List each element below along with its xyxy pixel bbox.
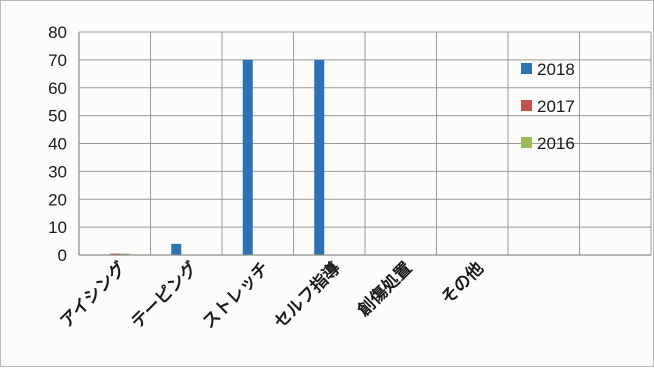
legend-swatch-2016 — [521, 137, 532, 148]
grid-lines — [79, 31, 652, 255]
bar-2017-0 — [109, 253, 120, 255]
x-category-label: テーピング — [127, 258, 202, 333]
axes — [78, 32, 651, 256]
bar-2018-3 — [314, 59, 325, 255]
legend-label-2016: 2016 — [537, 134, 575, 153]
x-category-label: その他 — [437, 258, 488, 309]
legend: 2018 2017 2016 — [521, 60, 575, 153]
y-tick-label: 40 — [48, 135, 67, 154]
y-tick-label: 20 — [48, 190, 67, 209]
legend-swatch-2017 — [521, 100, 532, 111]
y-tick-label: 30 — [48, 162, 67, 181]
x-category-label: セルフ指導 — [270, 258, 345, 333]
y-tick-label: 70 — [48, 51, 67, 70]
y-tick-label: 10 — [48, 218, 67, 237]
y-tick-label: 60 — [48, 79, 67, 98]
y-tick-label: 50 — [48, 107, 67, 126]
bar-2018-1 — [171, 243, 182, 255]
bars — [109, 59, 325, 255]
y-tick-label: 80 — [48, 23, 67, 42]
y-tick-label: 0 — [58, 246, 67, 265]
legend-label-2017: 2017 — [537, 97, 575, 116]
x-category-label: アイシング — [56, 258, 130, 332]
x-category-label: ストレッチ — [199, 258, 273, 332]
legend-swatch-2018 — [521, 63, 532, 74]
bar-2016-0 — [119, 253, 130, 255]
y-tick-labels: 0 10 20 30 40 50 60 70 80 — [48, 23, 67, 265]
legend-label-2018: 2018 — [537, 60, 575, 79]
x-category-label: 創傷処置 — [353, 258, 417, 322]
bar-2018-2 — [242, 59, 253, 255]
